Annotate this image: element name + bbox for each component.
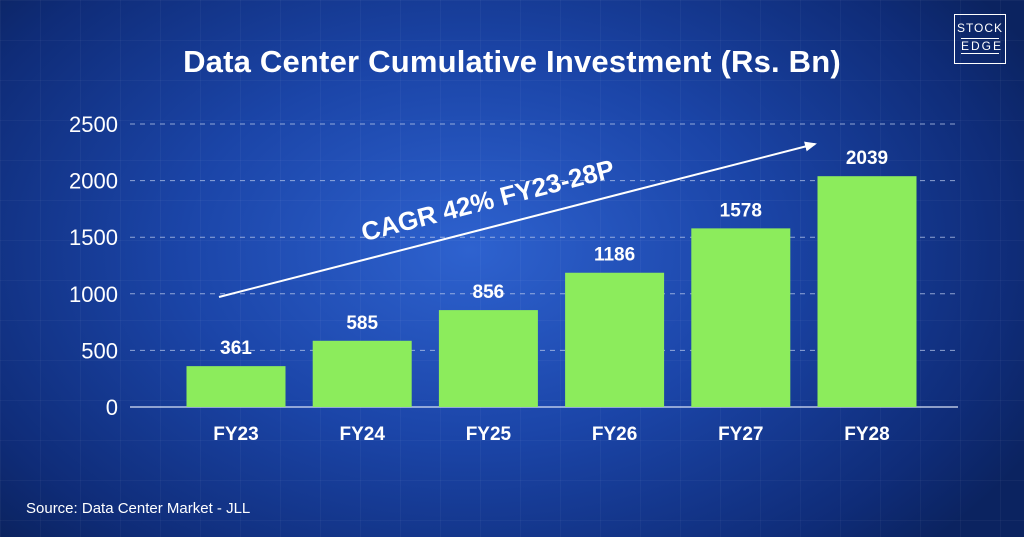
bar-value-label: 361: [220, 338, 252, 359]
bar: [817, 176, 917, 407]
y-tick-label: 0: [106, 395, 118, 420]
logo-line-2: EDGE: [961, 38, 1004, 54]
bar-value-label: 1578: [720, 200, 762, 221]
x-tick-label: FY24: [339, 424, 385, 445]
y-tick-label: 1000: [69, 282, 118, 307]
y-axis-ticks: 0 500 1000 1500 2000 2500: [69, 112, 118, 420]
logo-line-1: STOCK: [956, 21, 1004, 35]
y-tick-label: 2500: [69, 112, 118, 137]
source-note: Source: Data Center Market - JLL: [26, 500, 251, 517]
bar: [438, 310, 538, 407]
x-tick-label: FY25: [466, 424, 512, 445]
x-tick-label: FY27: [718, 424, 763, 445]
bar: [186, 366, 286, 407]
bars: [186, 176, 917, 407]
chart-title: Data Center Cumulative Investment (Rs. B…: [183, 44, 841, 79]
cagr-annotation: CAGR 42% FY23-28P: [358, 153, 617, 247]
bar-value-labels: 361 585 856 1186 1578 2039: [220, 148, 888, 359]
stockedge-logo: STOCK EDGE: [954, 14, 1006, 64]
x-tick-label: FY23: [213, 424, 258, 445]
bar: [565, 272, 665, 407]
cagr-arrow: [218, 141, 817, 298]
bar: [691, 228, 791, 407]
bar: [312, 340, 412, 407]
bar-value-label: 856: [473, 282, 505, 303]
bar-value-label: 585: [346, 313, 378, 334]
bar-value-label: 2039: [846, 148, 888, 169]
x-tick-label: FY28: [844, 424, 889, 445]
x-tick-label: FY26: [592, 424, 637, 445]
bar-value-label: 1186: [594, 245, 635, 266]
y-tick-label: 500: [81, 338, 118, 363]
y-tick-label: 1500: [69, 225, 118, 250]
y-tick-label: 2000: [69, 169, 118, 194]
x-axis-ticks: FY23 FY24 FY25 FY26 FY27 FY28: [213, 424, 889, 445]
